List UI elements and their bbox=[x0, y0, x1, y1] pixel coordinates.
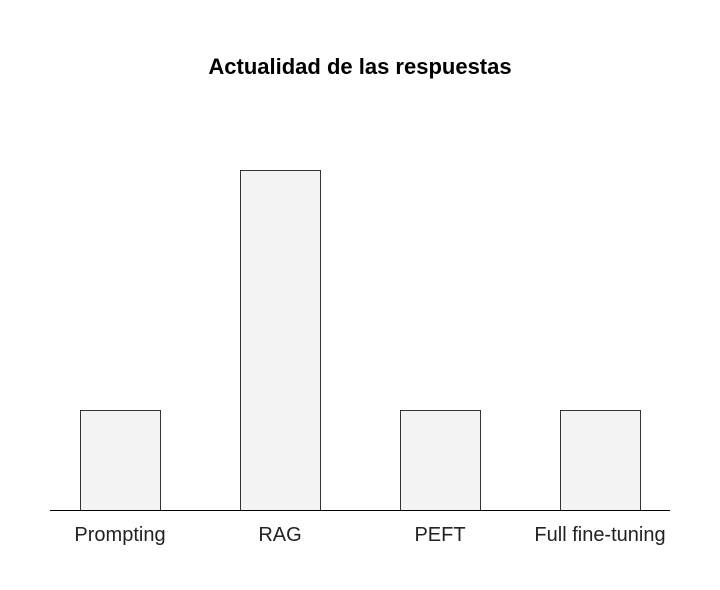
x-tick-label: RAG bbox=[258, 524, 301, 546]
x-tick-label: Prompting bbox=[74, 524, 165, 546]
bars-group bbox=[80, 170, 641, 511]
bar-prompting bbox=[80, 410, 161, 511]
x-tick-label: Full fine-tuning bbox=[534, 524, 665, 546]
x-tick-label: PEFT bbox=[414, 524, 465, 546]
bar-peft bbox=[400, 410, 481, 511]
chart-title: Actualidad de las respuestas bbox=[208, 54, 511, 79]
bar-rag bbox=[240, 170, 321, 511]
bar-full-fine-tuning bbox=[560, 410, 641, 511]
x-tick-labels: Prompting RAG PEFT Full fine-tuning bbox=[74, 524, 665, 546]
